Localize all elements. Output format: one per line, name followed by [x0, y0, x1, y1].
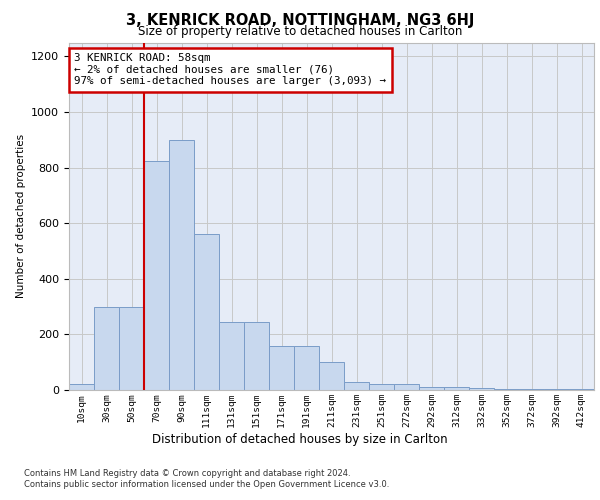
Bar	[69, 384, 94, 390]
Bar	[494, 388, 519, 390]
Bar	[519, 388, 544, 390]
Y-axis label: Number of detached properties: Number of detached properties	[16, 134, 26, 298]
Bar	[169, 140, 194, 390]
Bar	[569, 388, 594, 390]
Bar	[194, 234, 219, 390]
Bar	[319, 362, 344, 390]
Text: Contains HM Land Registry data © Crown copyright and database right 2024.: Contains HM Land Registry data © Crown c…	[24, 469, 350, 478]
Text: 3 KENRICK ROAD: 58sqm
← 2% of detached houses are smaller (76)
97% of semi-detac: 3 KENRICK ROAD: 58sqm ← 2% of detached h…	[74, 53, 386, 86]
Bar	[144, 160, 169, 390]
Bar	[119, 306, 144, 390]
Bar	[94, 306, 119, 390]
Bar	[369, 384, 394, 390]
Text: Contains public sector information licensed under the Open Government Licence v3: Contains public sector information licen…	[24, 480, 389, 489]
Bar	[244, 322, 269, 390]
Bar	[469, 388, 494, 390]
Text: Size of property relative to detached houses in Carlton: Size of property relative to detached ho…	[138, 25, 462, 38]
Bar	[419, 387, 444, 390]
Bar	[344, 382, 369, 390]
Bar	[544, 388, 569, 390]
Bar	[444, 387, 469, 390]
Text: 3, KENRICK ROAD, NOTTINGHAM, NG3 6HJ: 3, KENRICK ROAD, NOTTINGHAM, NG3 6HJ	[126, 12, 474, 28]
Bar	[219, 322, 244, 390]
Text: Distribution of detached houses by size in Carlton: Distribution of detached houses by size …	[152, 432, 448, 446]
Bar	[269, 346, 294, 390]
Bar	[394, 384, 419, 390]
Bar	[294, 346, 319, 390]
